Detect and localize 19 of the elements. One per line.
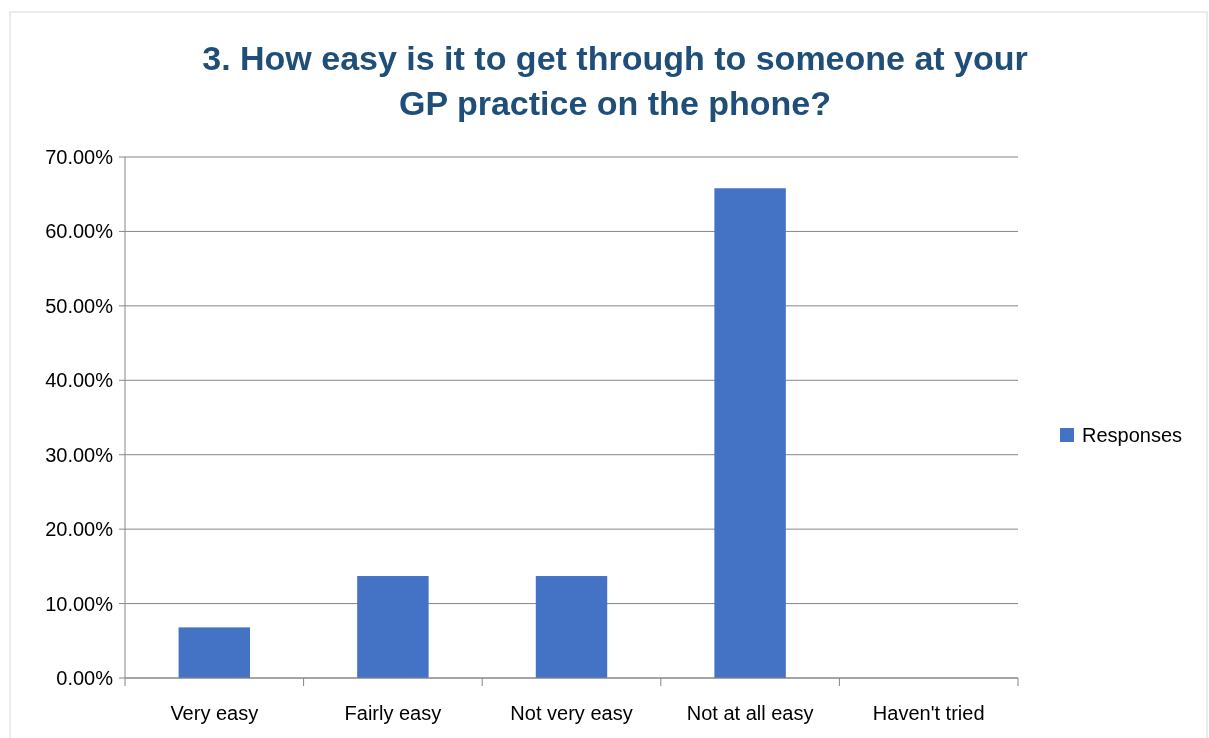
y-tick-label: 0.00%	[56, 667, 114, 689]
legend-label: Responses	[1082, 424, 1183, 446]
y-tick-label: 30.00%	[45, 443, 114, 466]
bar	[357, 576, 429, 678]
x-tick-label: Not very easy	[510, 702, 633, 724]
y-tick-label: 60.00%	[45, 220, 114, 243]
chart-title: 3. How easy is it to get through to someone at your GP practice on the phone?	[202, 39, 1028, 122]
y-tick-label: 70.00%	[45, 146, 114, 168]
x-tick-label: Fairly easy	[344, 702, 442, 724]
bar	[714, 188, 786, 678]
x-tick-label: Not at all easy	[686, 702, 814, 724]
x-tick-label: Haven't tried	[872, 702, 985, 724]
y-tick-label: 40.00%	[45, 369, 114, 392]
y-tick-label: 50.00%	[45, 294, 114, 317]
bar	[178, 627, 251, 678]
x-tick-label: Very easy	[170, 702, 259, 724]
y-tick-label: 20.00%	[45, 518, 114, 541]
bar	[535, 576, 608, 678]
y-tick-label: 10.00%	[45, 592, 114, 615]
